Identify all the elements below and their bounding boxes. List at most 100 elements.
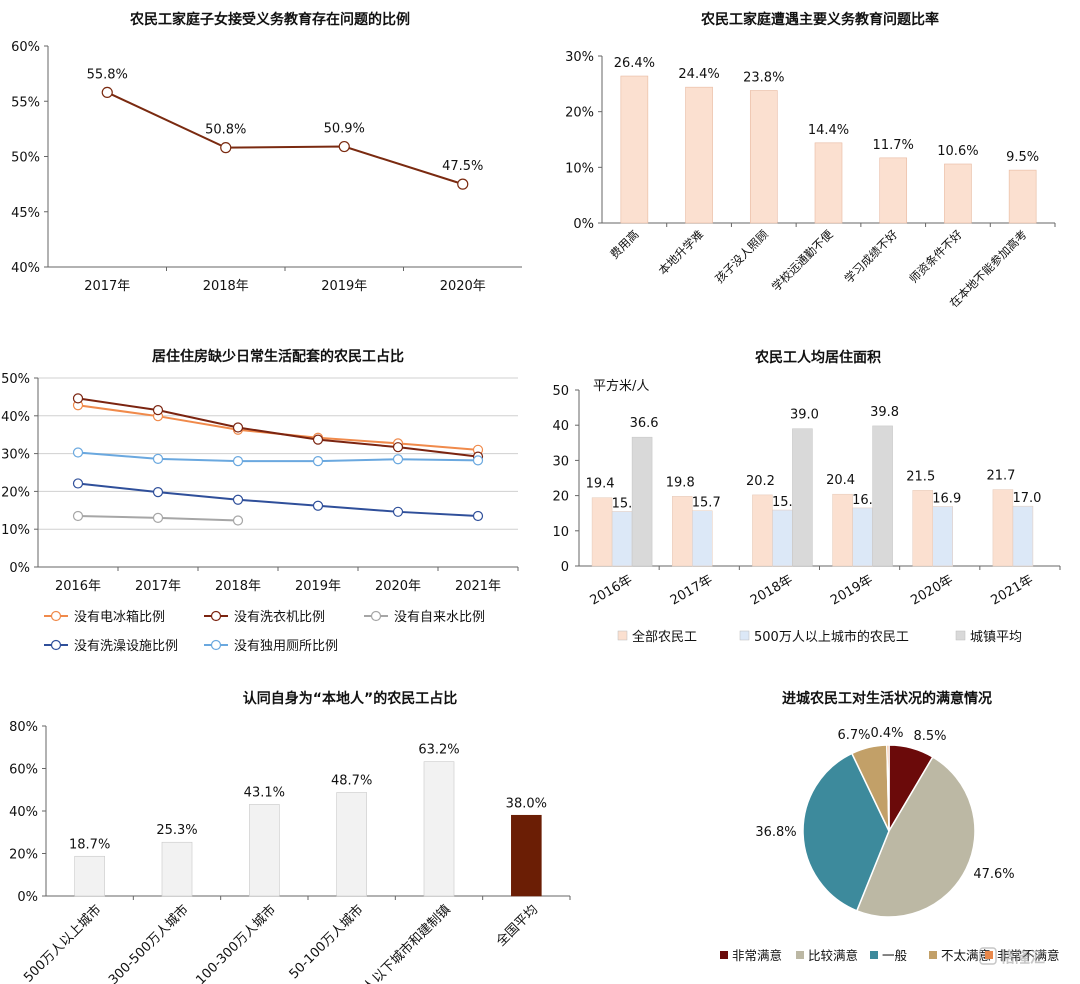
chart-4-y-tick-label: 0 — [561, 560, 569, 575]
chart-4-x-tick-label: 2017年 — [668, 572, 715, 608]
chart-5-y-tick-label: 60% — [9, 763, 38, 778]
chart-5-x-tick-label: 500万人以上城市 — [20, 902, 104, 984]
chart-4-bar — [752, 494, 773, 567]
chart-4-bar — [672, 496, 693, 567]
chart-2-y-tick-label: 30% — [565, 50, 594, 65]
chart-6-data-label: 47.6% — [973, 867, 1014, 882]
chart-5-y-tick-label: 20% — [9, 848, 38, 863]
chart-4-legend-swatch — [739, 630, 750, 641]
chart-6-data-label: 0.4% — [870, 726, 903, 741]
chart-3-y-tick-label: 40% — [1, 410, 30, 425]
chart-3-point — [472, 510, 484, 522]
chart-3-x-tick-label: 2020年 — [375, 579, 421, 594]
chart-2-x-tick-label: 学习成绩不好 — [842, 227, 901, 286]
chart-1-y-tick-label: 45% — [11, 206, 40, 221]
chart-6-data-label: 36.8% — [755, 825, 796, 840]
chart-6-slice — [855, 755, 976, 918]
chart-4-bar — [792, 428, 813, 567]
chart-5-data-label: 43.1% — [244, 785, 285, 800]
chart-2-data-label: 9.5% — [1006, 150, 1039, 165]
chart-3-x-tick-label: 2018年 — [215, 579, 261, 594]
chart-3-series-line — [77, 397, 479, 458]
chart-3-x-tick-label: 2017年 — [135, 579, 181, 594]
chart-5-data-label: 25.3% — [156, 823, 197, 838]
chart-5-bar — [336, 792, 367, 897]
chart-3-point — [392, 506, 404, 517]
chart-2-bar — [879, 157, 908, 224]
chart-2-title: 农民工家庭遭遇主要义务教育问题比率 — [700, 11, 939, 28]
chart-1-y-tick-label: 50% — [11, 151, 40, 166]
chart-3-legend-label: 没有自来水比例 — [394, 610, 485, 625]
chart-4-bar — [912, 490, 933, 567]
chart-4-bar — [992, 489, 1014, 567]
chart-2-data-label: 24.4% — [678, 67, 719, 82]
chart-5-bar — [511, 814, 542, 897]
chart-2-x-tick-label: 本地升学难 — [656, 227, 707, 278]
chart-4-data-label: 36.6 — [630, 416, 659, 431]
chart-3-legend-swatch-marker — [50, 639, 62, 651]
chart-1-point — [101, 86, 113, 99]
chart-4-legend-label: 500万人以上城市的农民工 — [754, 629, 909, 645]
chart-3-point — [232, 515, 244, 526]
chart-3-legend-label: 没有电冰箱比例 — [74, 609, 165, 625]
chart-2-bar — [685, 86, 713, 224]
chart-4-unit-label: 平方米/人 — [593, 378, 649, 394]
chart-4-bar — [932, 506, 953, 567]
chart-3-series-line — [77, 404, 479, 451]
chart-5-x-tick-label: 300-500万人城市 — [105, 902, 191, 984]
chart-4-legend-label: 城镇平均 — [970, 630, 1022, 645]
chart-4-y-tick-label: 50 — [552, 384, 569, 399]
chart-3-point — [232, 422, 244, 433]
chart-6-legend-swatch — [929, 951, 937, 959]
chart-5-y-tick-label: 0% — [17, 890, 38, 905]
chart-6-title: 进城农民工对生活状况的满意情况 — [782, 690, 992, 707]
chart-3-x-tick-label: 2019年 — [295, 579, 341, 594]
chart-2-data-label: 26.4% — [614, 56, 655, 71]
chart-5-title: 认同自身为“本地人”的农民工占比 — [243, 690, 457, 707]
chart-5-local-identity: 认同自身为“本地人”的农民工占比 0% 20% 40% 60% 80% 18.7% 500万人… — [9, 690, 571, 984]
chart-3-housing-amenities: 居住住房缺少日常生活配套的农民工占比 0% 10% 20% 30% 40% 50% 2016年… — [1, 348, 519, 654]
chart-3-point — [72, 447, 84, 458]
chart-6-slice — [886, 744, 890, 832]
chart-3-point — [312, 434, 324, 445]
chart-5-data-label: 18.7% — [69, 837, 110, 852]
chart-1-x-tick-label: 2018年 — [203, 279, 249, 294]
chart-3-point — [72, 510, 84, 522]
chart-3-point — [72, 478, 84, 489]
chart-2-x-tick-label: 费用高 — [607, 227, 641, 261]
chart-4-y-tick-label: 10 — [552, 525, 569, 540]
chart-3-point — [392, 454, 404, 465]
chart-1-point — [457, 178, 469, 190]
chart-2-education-problem-types: 农民工家庭遭遇主要义务教育问题比率 0% 10% 20% 30% 26.4% 费用高 24.4… — [565, 11, 1056, 310]
chart-1-point — [338, 140, 350, 153]
chart-4-data-label: 39.8 — [870, 405, 899, 420]
chart-6-satisfaction: 进城农民工对生活状况的满意情况 8.5% 47.6% 36.8% 6.7% 0.4% 非常满… — [720, 690, 1060, 966]
chart-3-point — [232, 456, 244, 467]
chart-4-data-label: 21.7 — [986, 469, 1015, 484]
chart-4-y-tick-label: 30 — [552, 454, 569, 469]
chart-1-x-tick-label: 2020年 — [440, 279, 486, 294]
chart-3-point — [152, 487, 164, 498]
watermark: 格隆汇 — [979, 947, 1045, 966]
chart-3-legend-swatch-marker — [210, 639, 222, 651]
chart-2-y-tick-label: 20% — [565, 106, 594, 121]
chart-4-x-tick-label: 2021年 — [988, 572, 1035, 608]
watermark-logo-icon — [979, 947, 997, 965]
chart-3-y-tick-label: 30% — [1, 448, 30, 463]
chart-3-series-line — [77, 482, 479, 517]
chart-4-data-label: 20.2 — [746, 474, 775, 489]
chart-3-legend-label: 没有洗澡设施比例 — [74, 639, 178, 654]
chart-2-bar — [814, 142, 843, 224]
watermark-text: 格隆汇 — [1000, 948, 1045, 966]
chart-5-y-tick-label: 40% — [9, 805, 38, 820]
chart-3-point — [312, 500, 324, 511]
chart-4-data-label: 17.0 — [1012, 491, 1041, 506]
chart-4-bar — [852, 507, 873, 567]
chart-3-series-line — [77, 451, 479, 463]
chart-4-legend-label: 全部农民工 — [632, 629, 697, 645]
chart-4-data-label: 15.7 — [692, 496, 721, 511]
chart-4-bar — [591, 497, 613, 567]
chart-6-legend-label: 非常不满意 — [997, 948, 1060, 963]
chart-3-y-tick-label: 0% — [9, 561, 30, 576]
chart-4-x-tick-label: 2016年 — [588, 572, 635, 608]
